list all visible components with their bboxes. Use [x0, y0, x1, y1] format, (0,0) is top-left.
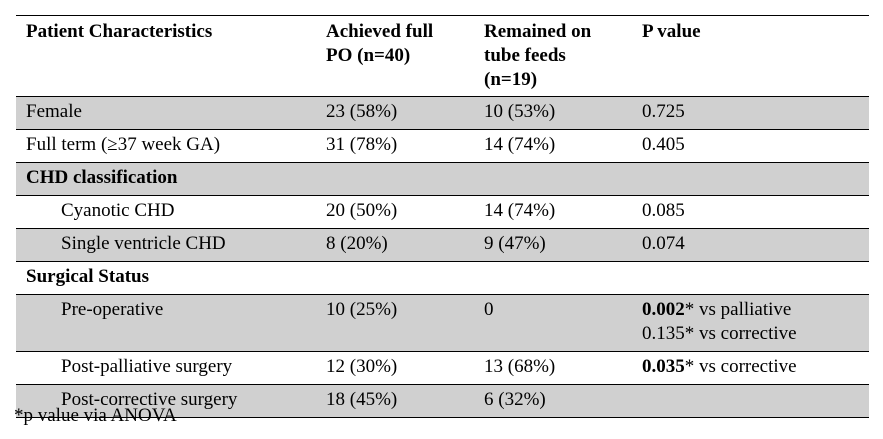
header-line: PO (n=40) [326, 45, 411, 66]
p-value-line: 0.085 [642, 199, 863, 223]
table-body: Female 23 (58%) 10 (53%) 0.725 Full term (≥3… [16, 96, 869, 418]
header-line: (n=19) [484, 69, 538, 90]
p-value-line: 0.002* vs palliative [642, 298, 863, 322]
header-achieved-full-po: Achieved full PO (n=40) [316, 16, 474, 97]
table-row: Post-corrective surgery 18 (45%) 6 (32%) [16, 384, 869, 418]
table-row: Full term (≥37 week GA) 31 (78%) 14 (74%) 0… [16, 129, 869, 163]
remained-on-tube-feeds-cell: 14 (74%) [484, 134, 556, 155]
patient-characteristics-table: Patient Characteristics Achieved full PO (… [16, 15, 869, 418]
header-line: Patient Characteristics [26, 21, 213, 42]
table-row: Cyanotic CHD 20 (50%) 14 (74%) 0.085 [16, 195, 869, 229]
p-value-text: 0.085 [642, 200, 685, 221]
p-value-text: * vs palliative [684, 299, 792, 320]
header-patient-characteristics: Patient Characteristics [16, 16, 316, 97]
section-row: Surgical Status [16, 261, 869, 295]
remained-on-tube-feeds-cell: 10 (53%) [484, 101, 556, 122]
remained-on-tube-feeds-cell: 9 (47%) [484, 233, 546, 254]
row-label-cell: Single ventricle CHD [61, 233, 226, 254]
footnote: *p value via ANOVA [14, 405, 177, 426]
achieved-full-po-cell: 18 (45%) [326, 389, 398, 410]
p-value-line: 0.035* vs corrective [642, 355, 863, 379]
header-row: Patient Characteristics Achieved full PO (… [16, 15, 869, 97]
achieved-full-po-cell: 8 (20%) [326, 233, 388, 254]
achieved-full-po-cell: 20 (50%) [326, 200, 398, 221]
p-value-cell: 0.035* vs corrective [632, 352, 869, 385]
row-label-cell: Cyanotic CHD [61, 200, 175, 221]
header-line: P value [642, 21, 701, 42]
p-value-text: 0.405 [642, 134, 685, 155]
p-value-line: 0.725 [642, 100, 863, 124]
p-value-bold: 0.002 [642, 299, 685, 320]
table-header: Patient Characteristics Achieved full PO (… [16, 15, 869, 97]
remained-on-tube-feeds-cell: 6 (32%) [484, 389, 546, 410]
section-heading: Surgical Status [26, 266, 149, 287]
p-value-line: 0.074 [642, 232, 863, 256]
header-line: Remained on [484, 21, 592, 42]
achieved-full-po-cell: 10 (25%) [326, 299, 398, 320]
header-line: Achieved full [326, 21, 434, 42]
table-row: Pre-operative 10 (25%) 0 0.002* vs palliati… [16, 294, 869, 352]
achieved-full-po-cell: 23 (58%) [326, 101, 398, 122]
row-label-cell: Full term (≥37 week GA) [26, 134, 221, 155]
section-row: CHD classification [16, 162, 869, 196]
table-row: Female 23 (58%) 10 (53%) 0.725 [16, 96, 869, 130]
header-p-value: P value [632, 16, 869, 97]
row-label-cell: Post-corrective surgery [61, 389, 238, 410]
remained-on-tube-feeds-cell: 13 (68%) [484, 356, 556, 377]
row-label-cell: Female [26, 101, 82, 122]
table-row: Single ventricle CHD 8 (20%) 9 (47%) 0.074 [16, 228, 869, 262]
row-label-cell: Pre-operative [61, 299, 164, 320]
header-remained-on-tube-feeds: Remained on tube feeds (n=19) [474, 16, 632, 97]
section-heading: CHD classification [26, 167, 178, 188]
p-value-bold: 0.035 [642, 356, 685, 377]
table-row: Post-palliative surgery 12 (30%) 13 (68%) 0… [16, 351, 869, 385]
remained-on-tube-feeds-cell: 14 (74%) [484, 200, 556, 221]
p-value-cell: 0.074 [632, 229, 869, 262]
p-value-cell: 0.002* vs palliative 0.135* vs corrective [632, 295, 869, 352]
p-value-line: 0.405 [642, 133, 863, 157]
row-label-cell: Post-palliative surgery [61, 356, 233, 377]
p-value-cell: 0.405 [632, 130, 869, 163]
p-value-line: 0.135* vs corrective [642, 322, 863, 346]
remained-on-tube-feeds-cell: 0 [484, 299, 494, 320]
p-value-cell: 0.085 [632, 196, 869, 229]
p-value-text: * vs corrective [684, 356, 797, 377]
achieved-full-po-cell: 31 (78%) [326, 134, 398, 155]
p-value-text: 0.074 [642, 233, 685, 254]
p-value-text: 0.725 [642, 101, 685, 122]
header-line: tube feeds [484, 45, 566, 66]
p-value-cell [632, 385, 869, 418]
p-value-cell: 0.725 [632, 97, 869, 130]
achieved-full-po-cell: 12 (30%) [326, 356, 398, 377]
p-value-text: 0.135* vs corrective [642, 323, 797, 344]
